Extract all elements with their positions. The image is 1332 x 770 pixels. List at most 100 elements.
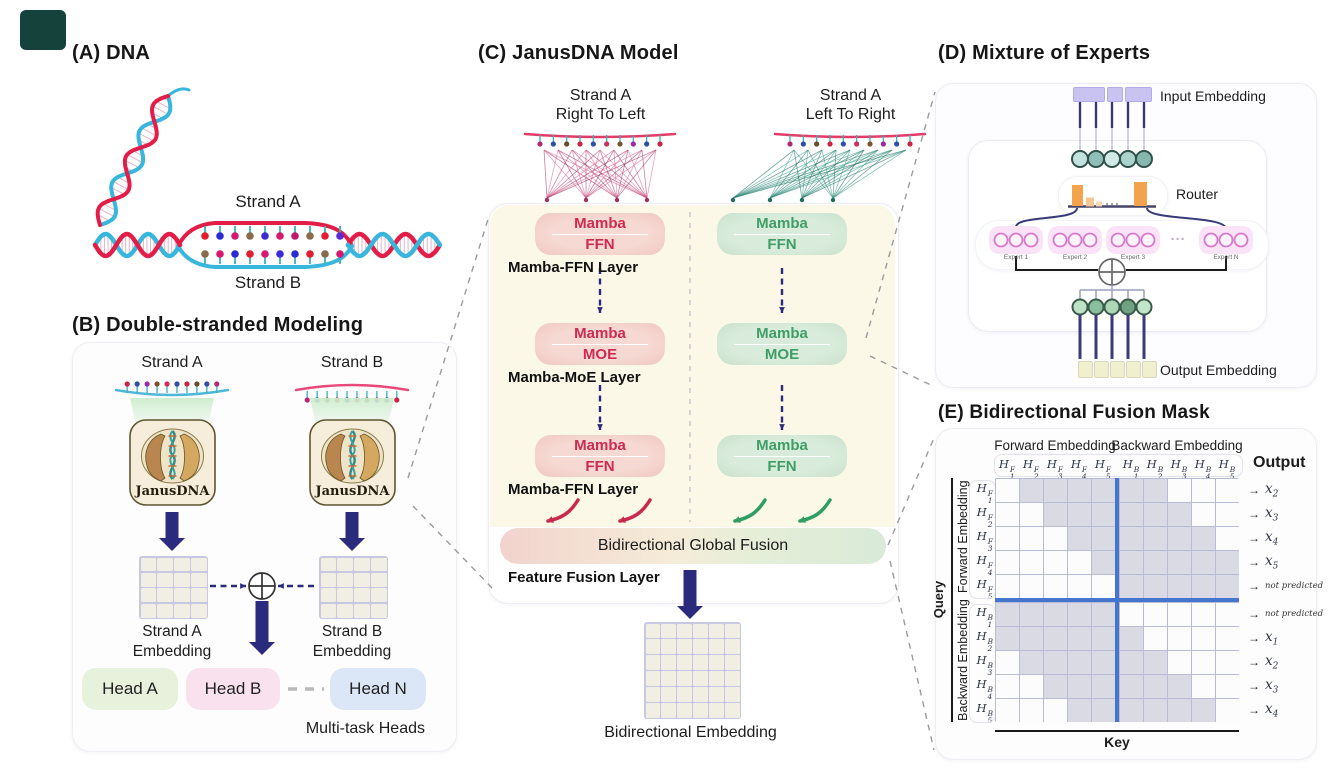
mask-cell <box>1091 698 1115 722</box>
mask-cell <box>1143 526 1167 550</box>
mask-cell <box>1067 502 1091 526</box>
embedding-grid-cell <box>677 687 692 702</box>
mask-cell <box>1067 602 1091 626</box>
mask-cell <box>1215 502 1239 526</box>
embedding-grid-cell <box>371 557 387 572</box>
mask-cell <box>1091 550 1115 574</box>
embedding-grid-cell <box>677 623 692 638</box>
mask-cell <box>1043 698 1067 722</box>
mask-cell <box>1167 526 1191 550</box>
embedding-grid-cell <box>140 557 156 572</box>
mask-cell <box>1091 650 1115 674</box>
embedding-grid-cell <box>725 687 740 702</box>
mask-cell <box>1143 502 1167 526</box>
embedding-grid-cell <box>725 639 740 654</box>
mamba-moe-pill-left: Mamba MOE <box>535 323 665 365</box>
strand-a-embedding-line1: Strand A <box>142 623 202 640</box>
corner-mark <box>20 10 66 50</box>
embedding-grid-cell <box>191 603 207 618</box>
strand-b-embedding-grid <box>319 556 388 619</box>
embedding-grid-cell <box>709 703 724 718</box>
mask-cell <box>1019 526 1043 550</box>
embedding-grid-cell <box>174 603 190 618</box>
mask-output-row: → x4 <box>1248 526 1332 550</box>
input-embedding-label: Input Embedding <box>1160 88 1266 104</box>
router-pill <box>1058 176 1168 216</box>
embedding-grid-cell <box>677 703 692 718</box>
expert-1-label: Expert 1 <box>1003 254 1029 261</box>
mask-cell <box>1067 674 1091 698</box>
left-stream-label: Strand A Right To Left <box>528 86 673 124</box>
embedding-grid-cell <box>677 655 692 670</box>
panel-a-title: (A) DNA <box>72 42 151 64</box>
mamba-moe-pill-right: Mamba MOE <box>717 323 847 365</box>
right-arrow-icon: → <box>1248 483 1260 497</box>
embedding-grid-cell <box>661 703 676 718</box>
pill-text-top: Mamba <box>574 214 626 232</box>
pill-divider <box>733 455 831 457</box>
pill-text-bottom: FFN <box>585 235 615 253</box>
head-a-pill: Head A <box>82 668 178 710</box>
right-arrow-icon: → <box>1248 531 1260 545</box>
embedding-grid-cell <box>354 603 370 618</box>
mask-cell <box>1119 650 1143 674</box>
strand-icon <box>523 132 677 147</box>
mask-cell <box>1019 698 1043 722</box>
mask-cell <box>1043 674 1067 698</box>
mask-cell <box>1043 526 1067 550</box>
mask-output-row: → x1 <box>1248 626 1332 650</box>
mask-cell <box>995 526 1019 550</box>
panel-b-title: (B) Double-stranded Modeling <box>72 314 364 336</box>
strand-a-embedding-grid <box>139 556 208 619</box>
embedding-grid-cell <box>174 588 190 603</box>
mamba-ffn-pill-right-1: Mamba FFN <box>717 213 847 255</box>
mask-cell <box>1215 550 1239 574</box>
mask-cell <box>1191 550 1215 574</box>
mask-cell <box>1091 626 1115 650</box>
input-embedding-segment <box>1125 87 1152 102</box>
embedding-grid-cell <box>725 623 740 638</box>
embedding-grid-cell <box>677 639 692 654</box>
mask-cell <box>995 698 1019 722</box>
strand-b-embedding-label: Strand B Embedding <box>292 622 412 662</box>
embedding-grid-cell <box>191 588 207 603</box>
mask-cell <box>1191 478 1215 502</box>
mask-cell <box>1119 502 1143 526</box>
embedding-grid-cell <box>693 623 708 638</box>
mask-output-row: → x2 <box>1248 650 1332 674</box>
mask-cell <box>1215 574 1239 598</box>
mask-cell <box>1119 526 1143 550</box>
mask-cell <box>1091 478 1115 502</box>
embedding-grid-cell <box>320 557 336 572</box>
embedding-grid-cell <box>709 655 724 670</box>
mask-cell <box>1019 650 1043 674</box>
output-embedding-segment <box>1126 361 1141 378</box>
pill-text-top: Mamba <box>756 436 808 454</box>
experts-row-pill <box>975 220 1269 270</box>
right-arrow-icon: → <box>1248 655 1260 669</box>
mask-cell <box>1143 698 1167 722</box>
mask-cell <box>1215 698 1239 722</box>
embedding-grid-cell <box>661 671 676 686</box>
embedding-grid-cell <box>371 588 387 603</box>
mask-cell <box>1215 602 1239 626</box>
mask-cell <box>1191 526 1215 550</box>
mask-cell <box>1043 626 1067 650</box>
embedding-grid-cell <box>645 655 660 670</box>
mask-cell <box>995 574 1019 598</box>
mask-cell <box>1019 574 1043 598</box>
mask-cell <box>1167 698 1191 722</box>
forward-row-labels-outline <box>969 480 996 599</box>
pill-text-top: Mamba <box>574 324 626 342</box>
